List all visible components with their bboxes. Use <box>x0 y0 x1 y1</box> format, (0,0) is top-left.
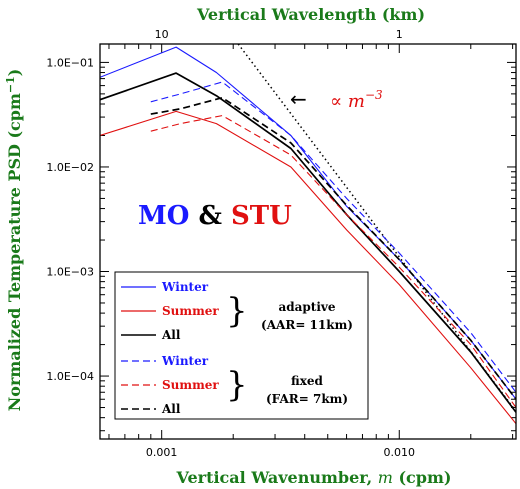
legend-label-adaptive-winter: Winter <box>161 280 209 294</box>
title-mo: MO <box>138 201 189 231</box>
legend-label-adaptive-all: All <box>161 328 181 342</box>
series-adaptive-all <box>100 72 516 413</box>
top-tick-label: 10 <box>155 28 169 41</box>
mo-stu-title: MO & STU <box>138 201 292 231</box>
legend-box <box>114 271 369 420</box>
legend-group-fixed-sublabel: (FAR= 7km) <box>266 392 348 406</box>
y-tick-label: 1.0E−04 <box>46 370 94 383</box>
power-law-prefix: ∝ <box>330 91 348 112</box>
legend-group-adaptive-sublabel: (AAR= 11km) <box>261 318 353 332</box>
x-tick-label: 0.010 <box>384 446 416 459</box>
y-axis-title: Normalized Temperature PSD (cpm−1) <box>4 69 24 412</box>
y-tick-label: 1.0E−02 <box>46 161 94 174</box>
legend: Winter Summer All } adaptive (AAR= 11km)… <box>114 271 369 420</box>
y-axis-title-main: Normalized Temperature PSD (cpm <box>5 93 24 411</box>
y-axis-title-exponent: −1 <box>4 76 17 93</box>
legend-label-fixed-winter: Winter <box>161 354 209 368</box>
x-axis-title-unit: (cpm) <box>393 468 452 487</box>
power-law-variable: m <box>348 91 365 112</box>
y-tick-label: 1.0E−03 <box>46 266 94 279</box>
series-fixed-all <box>150 96 516 400</box>
series-layer <box>100 44 516 425</box>
x-axis-title-variable: m <box>378 468 393 487</box>
y-tick-label: 1.0E−01 <box>46 56 94 69</box>
title-amp: & <box>189 201 231 231</box>
top-tick-label: 1 <box>396 28 403 41</box>
power-law-exponent: −3 <box>365 88 383 102</box>
legend-label-fixed-all: All <box>161 402 181 416</box>
legend-group-fixed: fixed <box>291 374 324 388</box>
legend-brace-fixed: } <box>226 365 248 405</box>
top-axis-title: Vertical Wavelength (km) <box>196 5 425 24</box>
axis-tick-labels: 0.001 0.010 10 1 1.0E−01 1.0E−02 1.0E−03 1.0E−0… <box>46 28 415 459</box>
y-axis-title-end: ) <box>5 69 24 77</box>
legend-group-adaptive: adaptive <box>278 300 335 314</box>
series-adaptive-summer <box>100 110 516 425</box>
x-tick-label: 0.001 <box>146 446 178 459</box>
legend-brace-adaptive: } <box>226 291 248 331</box>
power-law-arrow: ← <box>290 87 307 111</box>
series-fixed-summer <box>150 115 516 408</box>
plot-frame <box>99 43 517 440</box>
title-stu: STU <box>231 201 292 231</box>
power-law-annotation: ∝ m−3 <box>330 88 383 112</box>
legend-label-fixed-summer: Summer <box>162 378 219 392</box>
series-adaptive-winter <box>100 46 516 400</box>
series-fixed-winter <box>150 81 516 393</box>
x-axis-title: Vertical Wavenumber, m (cpm) <box>176 468 452 487</box>
x-axis-title-main: Vertical Wavenumber, <box>176 468 378 487</box>
legend-label-adaptive-summer: Summer <box>162 304 219 318</box>
